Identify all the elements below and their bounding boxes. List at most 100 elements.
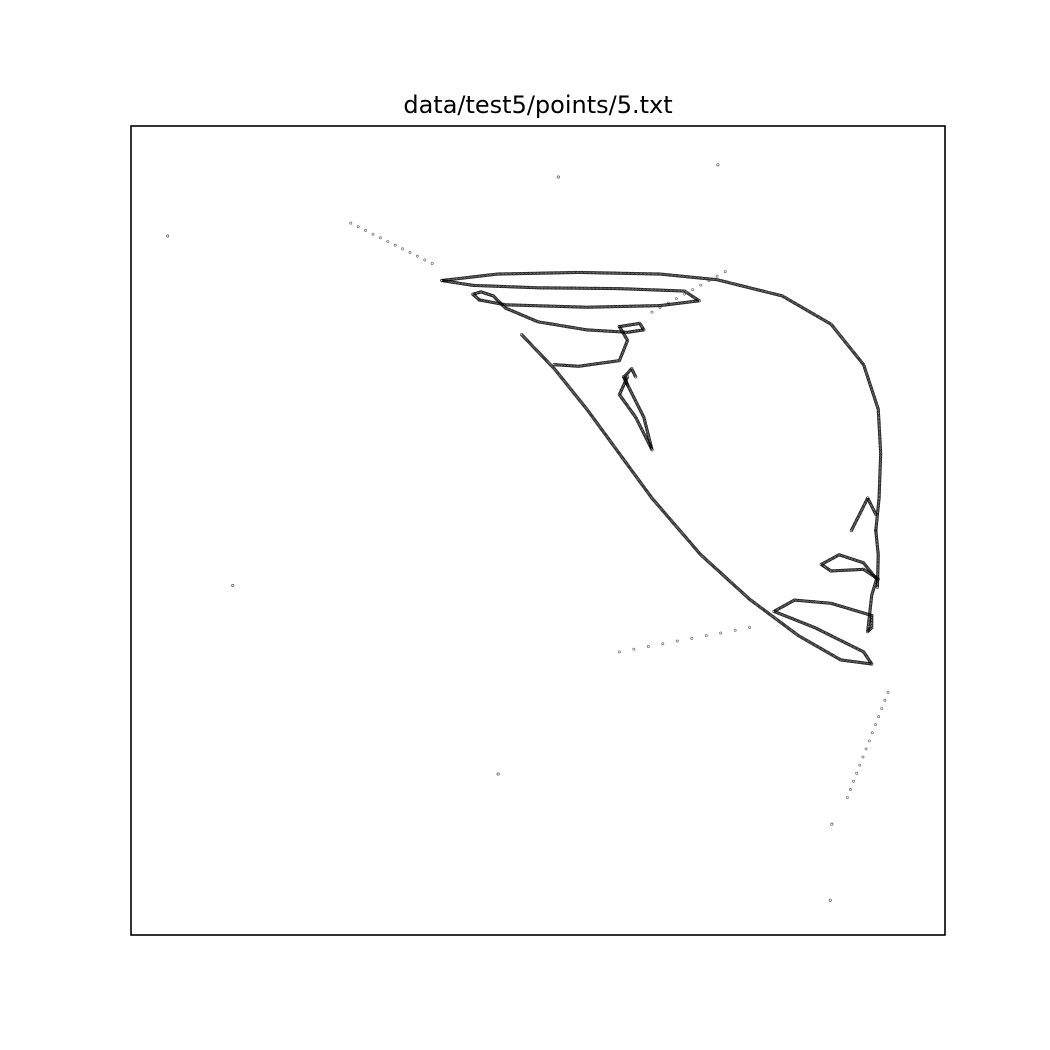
scatter-point bbox=[471, 275, 476, 279]
scatter-point bbox=[844, 568, 849, 572]
scatter-point bbox=[626, 271, 630, 276]
scatter-point bbox=[877, 425, 881, 429]
scatter-point bbox=[738, 283, 742, 288]
scatter-point bbox=[867, 739, 871, 743]
scatter-point bbox=[545, 304, 549, 308]
scatter-point bbox=[748, 286, 752, 290]
scatter-point bbox=[876, 407, 880, 411]
scatter-point bbox=[546, 304, 551, 308]
scatter-point bbox=[879, 453, 883, 457]
scatter-point bbox=[641, 287, 645, 292]
scatter-point bbox=[545, 271, 549, 275]
scatter-point bbox=[877, 423, 881, 427]
scatter-point bbox=[671, 273, 675, 277]
scatter-point bbox=[878, 475, 882, 480]
scatter-point bbox=[573, 270, 578, 275]
scatter-point bbox=[875, 515, 879, 519]
scatter-point bbox=[558, 363, 562, 367]
scatter-point bbox=[509, 285, 513, 289]
scatter-point bbox=[879, 450, 883, 454]
scatter-point bbox=[231, 584, 235, 588]
scatter-point bbox=[868, 604, 873, 608]
scatter-point bbox=[492, 272, 496, 277]
scatter-point bbox=[510, 272, 514, 276]
scatter-point bbox=[642, 418, 647, 422]
scatter-point bbox=[669, 302, 673, 306]
scatter-point bbox=[532, 304, 536, 308]
scatter-point bbox=[640, 287, 644, 292]
scatter-point bbox=[845, 796, 849, 799]
scatter-point bbox=[876, 553, 880, 557]
scatter-point bbox=[561, 324, 565, 328]
scatter-point bbox=[868, 606, 872, 610]
scatter-point bbox=[712, 277, 716, 282]
scatter-point bbox=[466, 283, 470, 287]
scatter-point bbox=[630, 330, 634, 334]
scatter-point bbox=[541, 271, 546, 275]
scatter-point bbox=[838, 604, 842, 608]
scatter-point bbox=[667, 302, 672, 307]
scatter-point bbox=[590, 305, 594, 309]
scatter-point bbox=[875, 542, 879, 546]
scatter-point bbox=[560, 324, 564, 328]
scatter-point bbox=[483, 273, 487, 278]
scatter-point bbox=[526, 285, 531, 290]
scatter-point bbox=[452, 280, 456, 285]
scatter-point bbox=[877, 491, 881, 495]
scatter-point bbox=[476, 274, 480, 278]
scatter-point bbox=[663, 272, 667, 277]
scatter-point bbox=[877, 488, 881, 492]
scatter-point bbox=[875, 544, 879, 548]
scatter-point bbox=[876, 412, 881, 416]
scatter-point bbox=[551, 271, 555, 275]
scatter-point bbox=[600, 361, 604, 365]
scatter-point bbox=[460, 276, 465, 280]
scatter-point bbox=[572, 326, 576, 330]
scatter-point bbox=[784, 614, 788, 618]
scatter-point bbox=[653, 304, 657, 308]
scatter-point bbox=[586, 305, 591, 309]
scatter-point bbox=[549, 271, 554, 275]
scatter-point bbox=[648, 440, 652, 444]
scatter-point bbox=[648, 441, 653, 446]
scatter-point bbox=[589, 328, 594, 332]
scatter-point bbox=[481, 274, 485, 278]
scatter-point bbox=[829, 569, 833, 573]
scatter-point bbox=[811, 625, 815, 629]
scatter-point bbox=[568, 286, 572, 290]
scatter-point bbox=[758, 288, 763, 293]
scatter-point bbox=[607, 329, 611, 333]
scatter-point bbox=[620, 353, 624, 357]
scatter-point bbox=[349, 221, 353, 225]
scatter-point bbox=[516, 272, 520, 276]
scatter-point bbox=[491, 300, 495, 305]
scatter-point bbox=[603, 286, 607, 291]
scatter-point bbox=[625, 330, 630, 334]
scatter-point bbox=[877, 415, 881, 419]
scatter-point bbox=[503, 284, 507, 289]
scatter-point bbox=[566, 363, 570, 368]
scatter-point bbox=[854, 568, 858, 572]
scatter-point bbox=[393, 243, 397, 247]
scatter-point bbox=[532, 271, 536, 275]
scatter-point bbox=[623, 344, 627, 348]
scatter-point bbox=[652, 272, 656, 276]
scatter-point bbox=[563, 363, 567, 367]
scatter-point bbox=[782, 613, 786, 618]
scatter-point bbox=[506, 285, 510, 289]
scatter-point bbox=[648, 438, 652, 442]
scatter-point bbox=[535, 304, 539, 308]
scatter-point bbox=[875, 545, 880, 549]
scatter-point bbox=[602, 271, 606, 275]
scatter-point bbox=[876, 406, 880, 410]
scatter-point bbox=[577, 364, 581, 368]
scatter-point bbox=[873, 397, 877, 401]
scatter-point bbox=[652, 288, 656, 292]
scatter-point bbox=[870, 621, 874, 625]
scatter-point bbox=[878, 479, 882, 483]
scatter-point bbox=[859, 610, 863, 614]
scatter-point bbox=[559, 304, 563, 309]
scatter-point bbox=[443, 279, 447, 283]
scatter-point bbox=[476, 291, 480, 295]
